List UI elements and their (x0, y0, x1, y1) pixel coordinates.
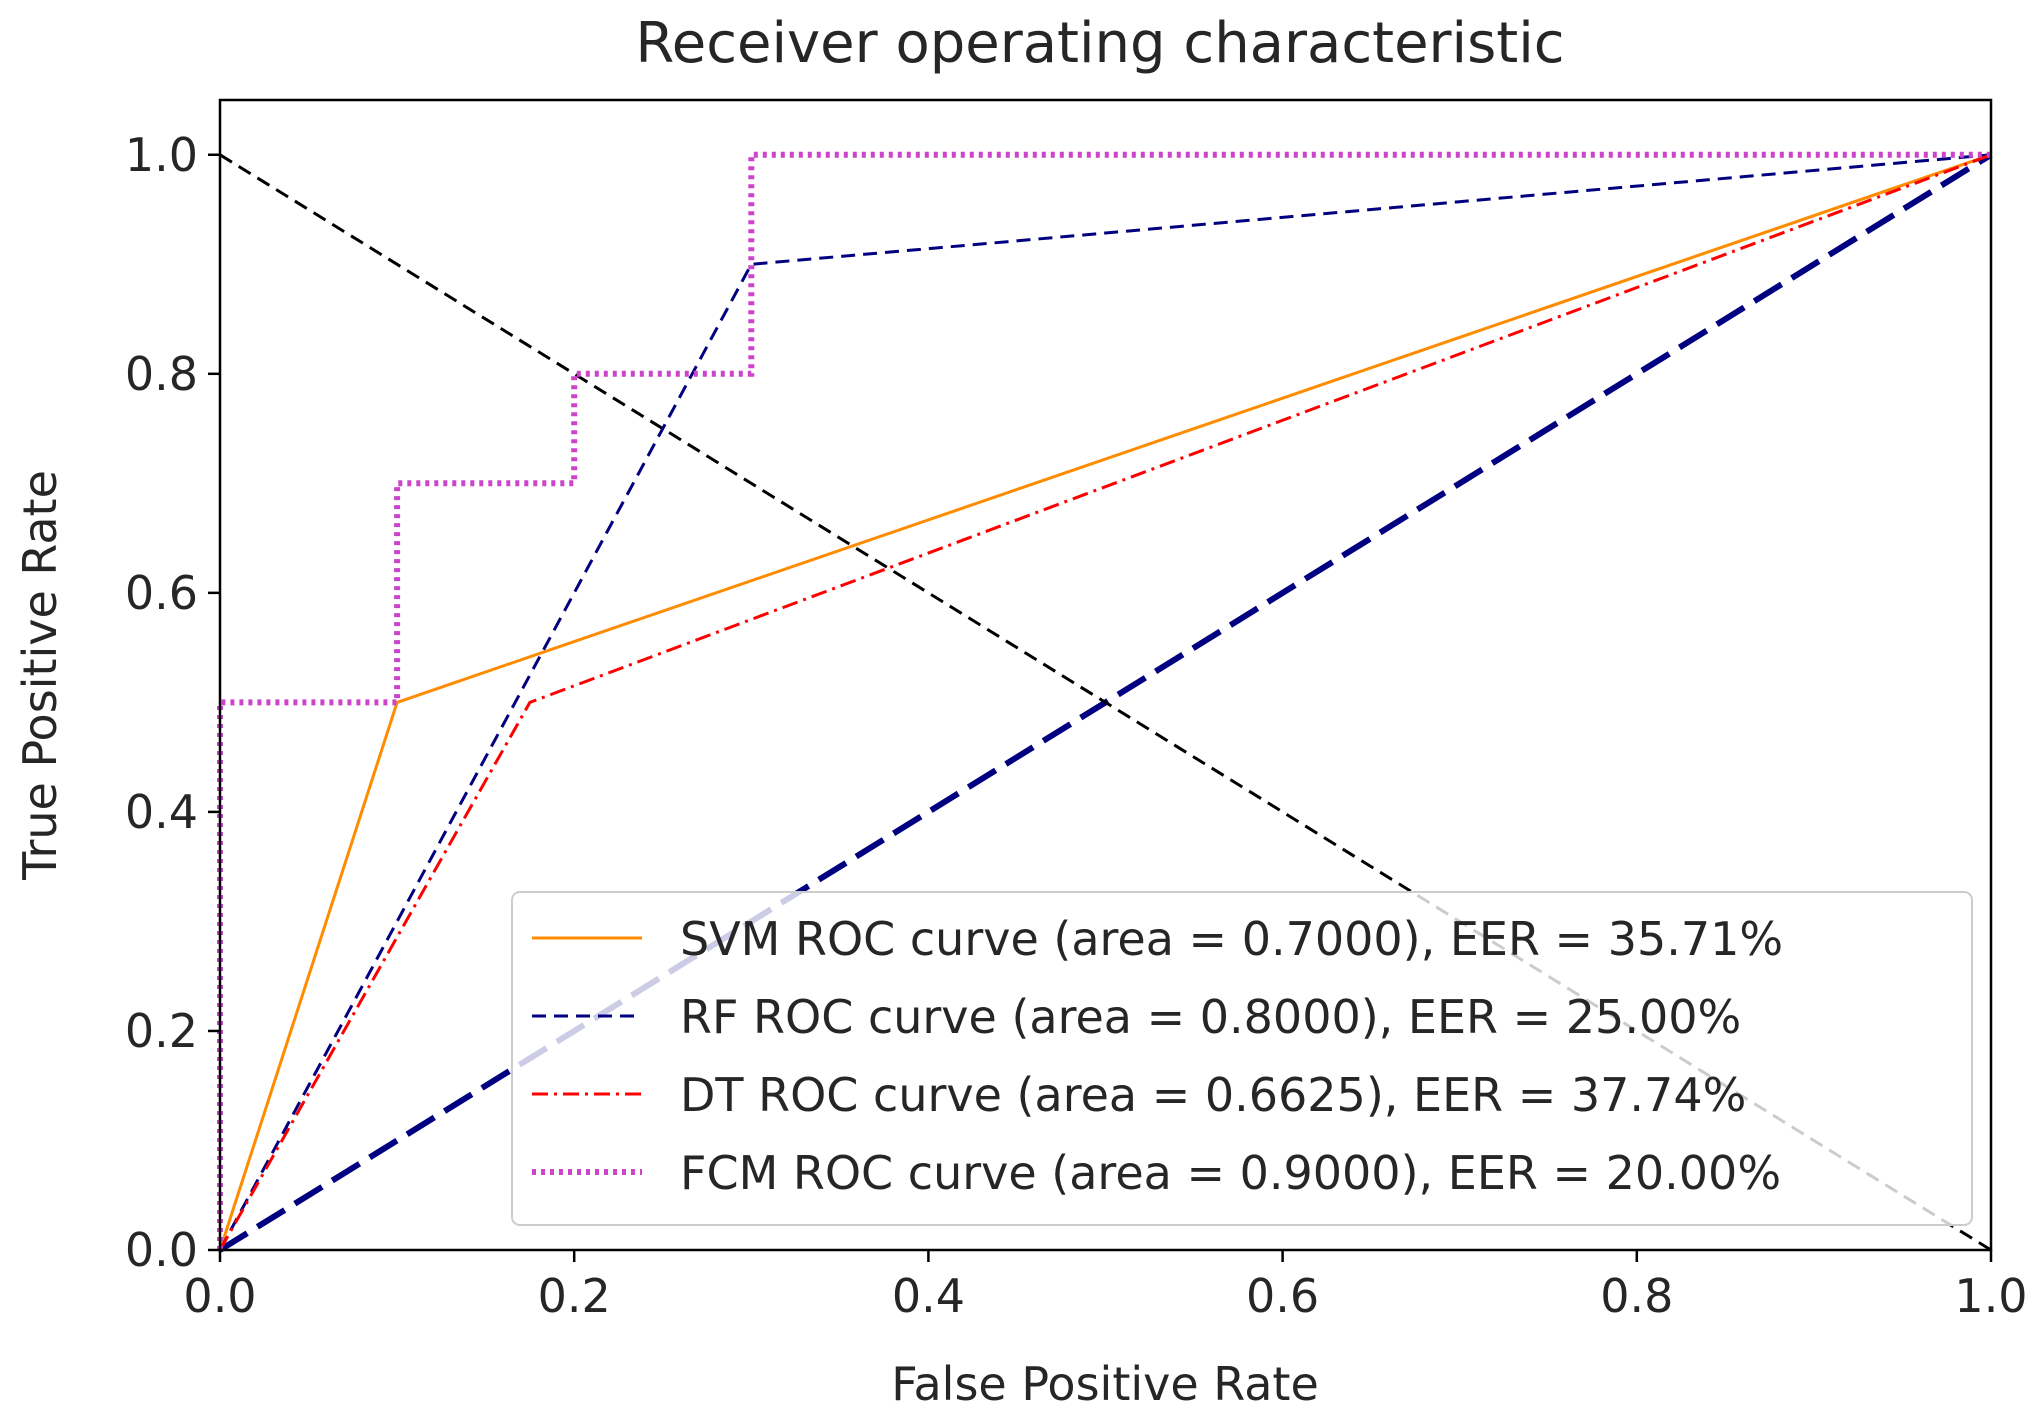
x-tick-label: 0.2 (538, 1269, 611, 1323)
legend-items: SVM ROC curve (area = 0.7000), EER = 35.… (532, 912, 1783, 1200)
chart-title: Receiver operating characteristic (635, 11, 1564, 76)
legend-label-fcm: FCM ROC curve (area = 0.9000), EER = 20.… (680, 1146, 1781, 1200)
y-tick-label: 0.8 (125, 347, 198, 401)
x-axis-ticks: 0.0 0.2 0.4 0.6 0.8 1.0 (183, 1250, 2028, 1323)
series-line-svm (218, 153, 1992, 1251)
series-line-rf (218, 153, 1992, 1251)
y-tick-label: 0.4 (125, 785, 198, 839)
legend-label-svm: SVM ROC curve (area = 0.7000), EER = 35.… (680, 912, 1783, 966)
series-line-dt (218, 153, 1992, 1251)
x-tick-label: 1.0 (1954, 1269, 2027, 1323)
axes-frame (218, 98, 1993, 1252)
x-tick-label: 0.8 (1600, 1269, 1673, 1323)
legend-label-rf: RF ROC curve (area = 0.8000), EER = 25.0… (680, 990, 1741, 1044)
y-axis-label: True Positive Rate (13, 470, 67, 881)
series-line-fcm (217, 151, 1991, 1250)
x-tick-label: 0.0 (183, 1269, 256, 1323)
plot-area (217, 98, 1993, 1253)
legend-label-dt: DT ROC curve (area = 0.6625), EER = 37.7… (680, 1068, 1746, 1122)
y-tick-label: 0.0 (125, 1223, 198, 1277)
x-tick-label: 0.4 (892, 1269, 965, 1323)
y-tick-label: 0.6 (125, 566, 198, 620)
x-tick-label: 0.6 (1246, 1269, 1319, 1323)
y-tick-label: 0.2 (125, 1004, 198, 1058)
x-axis-label: False Positive Rate (891, 1357, 1319, 1411)
y-axis-ticks: 0.0 0.2 0.4 0.6 0.8 1.0 (125, 128, 220, 1277)
legend-box (511, 891, 1973, 1226)
eer-line-line (219, 153, 1992, 1252)
lines-layer (217, 151, 1993, 1253)
legend: SVM ROC curve (area = 0.7000), EER = 35.… (511, 891, 1973, 1226)
y-tick-label: 1.0 (125, 128, 198, 182)
